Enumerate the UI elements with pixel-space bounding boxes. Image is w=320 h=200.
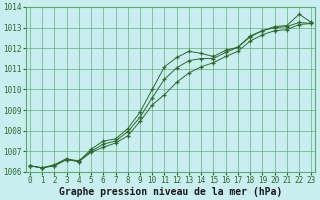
X-axis label: Graphe pression niveau de la mer (hPa): Graphe pression niveau de la mer (hPa) <box>59 186 282 197</box>
